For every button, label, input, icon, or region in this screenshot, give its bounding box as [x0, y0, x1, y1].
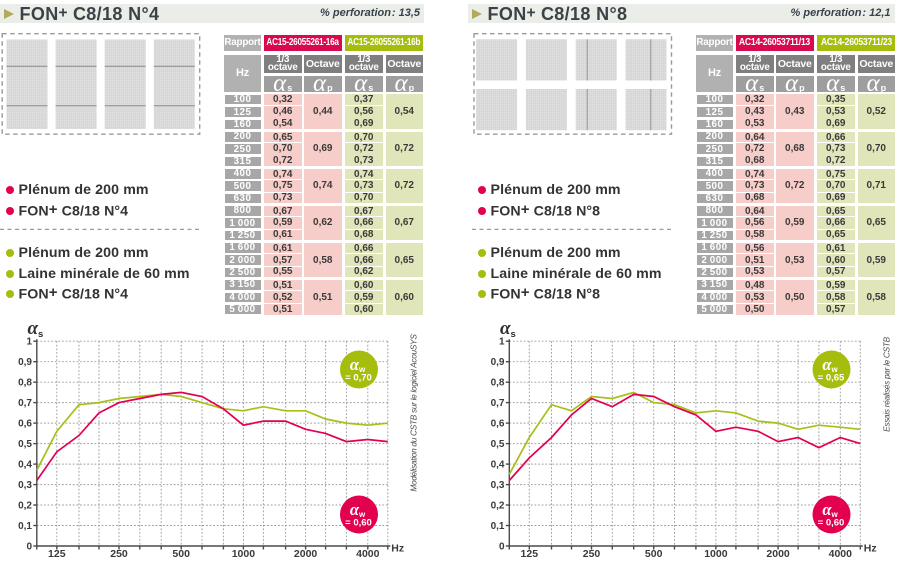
- svg-text:0,6: 0,6: [491, 419, 505, 430]
- svg-text:4000: 4000: [356, 548, 380, 560]
- svg-text:0,1: 0,1: [491, 521, 505, 532]
- svg-text:500: 500: [645, 548, 663, 560]
- svg-text:125: 125: [48, 548, 66, 560]
- svg-text:0,5: 0,5: [18, 439, 32, 450]
- svg-text:0,7: 0,7: [18, 398, 32, 409]
- svg-text:αs: αs: [500, 318, 516, 340]
- svg-text:Hz: Hz: [864, 543, 877, 555]
- svg-text:0,8: 0,8: [491, 378, 505, 389]
- svg-text:Essais réalisés par le CSTB: Essais réalisés par le CSTB: [882, 336, 892, 431]
- svg-text:0,3: 0,3: [18, 480, 32, 491]
- svg-text:0,9: 0,9: [18, 357, 32, 368]
- svg-text:250: 250: [583, 548, 601, 560]
- svg-text:0: 0: [499, 541, 505, 552]
- svg-text:0,9: 0,9: [491, 357, 505, 368]
- svg-text:= 0,60: = 0,60: [818, 518, 845, 529]
- svg-text:2000: 2000: [766, 548, 790, 560]
- svg-text:0,2: 0,2: [491, 500, 505, 511]
- svg-text:500: 500: [172, 548, 190, 560]
- svg-text:0,4: 0,4: [18, 460, 32, 471]
- svg-text:0,3: 0,3: [491, 480, 505, 491]
- svg-text:125: 125: [521, 548, 539, 560]
- svg-text:0,2: 0,2: [18, 500, 32, 511]
- svg-text:0: 0: [26, 541, 32, 552]
- svg-text:2000: 2000: [294, 548, 318, 560]
- svg-text:0,1: 0,1: [18, 521, 32, 532]
- svg-text:0,8: 0,8: [18, 378, 32, 389]
- svg-text:= 0,70: = 0,70: [345, 373, 372, 384]
- svg-text:1000: 1000: [704, 548, 728, 560]
- svg-text:Modélisation du CSTB sur le lo: Modélisation du CSTB sur le logiciel Aco…: [409, 334, 419, 492]
- svg-text:= 0,65: = 0,65: [818, 373, 845, 384]
- svg-text:1: 1: [26, 337, 32, 348]
- svg-text:= 0,60: = 0,60: [345, 518, 372, 529]
- svg-text:0,6: 0,6: [18, 419, 32, 430]
- svg-text:0,7: 0,7: [491, 398, 505, 409]
- svg-text:Hz: Hz: [391, 543, 404, 555]
- svg-text:0,4: 0,4: [491, 460, 505, 471]
- svg-text:0,5: 0,5: [491, 439, 505, 450]
- svg-text:4000: 4000: [829, 548, 853, 560]
- svg-text:250: 250: [110, 548, 128, 560]
- svg-text:αs: αs: [28, 318, 44, 340]
- svg-text:1: 1: [499, 337, 505, 348]
- svg-text:1000: 1000: [232, 548, 256, 560]
